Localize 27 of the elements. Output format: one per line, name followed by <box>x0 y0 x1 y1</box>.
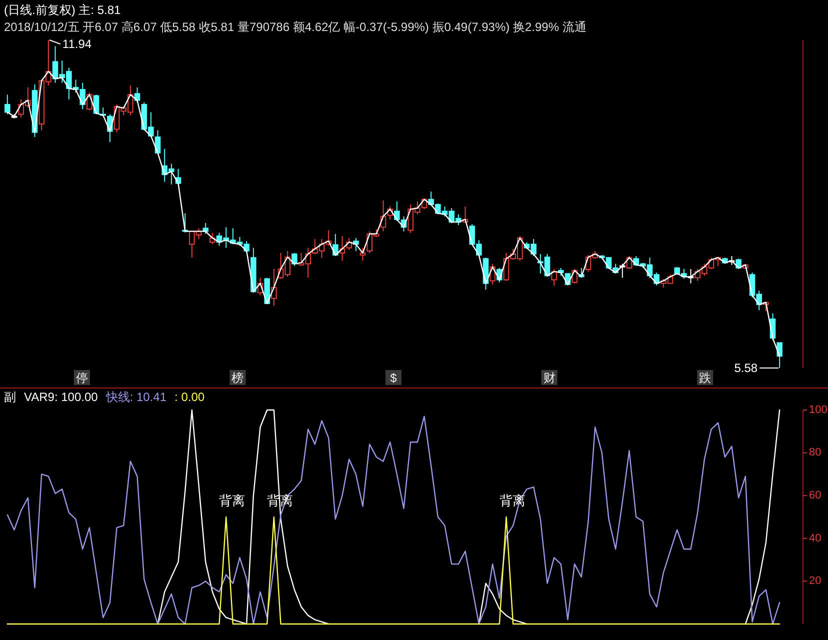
line-series <box>6 416 780 625</box>
text: : 0.00 <box>174 390 205 404</box>
candlestick <box>202 222 208 234</box>
text: 11.94 <box>62 37 92 51</box>
text: VAR9: 100.00 <box>24 390 98 404</box>
text: 5.58 <box>734 361 758 375</box>
chart-title: 副 <box>4 390 16 404</box>
y-tick-label: 20 <box>809 575 822 588</box>
candlestick <box>551 268 557 286</box>
text: 跌 <box>699 371 712 385</box>
candlestick <box>360 247 366 262</box>
text: 快线: 10.41 <box>104 390 167 404</box>
candlestick <box>4 94 10 115</box>
y-tick-label: 100 <box>809 404 828 416</box>
data-label: 背离 <box>219 493 246 508</box>
candlestick <box>271 268 277 306</box>
y-tick-label: 80 <box>809 446 822 459</box>
y-tick-label: 40 <box>809 532 822 544</box>
text: 榜 <box>232 371 244 385</box>
text: $ <box>390 371 398 385</box>
text: 停 <box>76 371 88 385</box>
candlestick <box>292 252 298 266</box>
chart-subtitle: 2018/10/12/五 开6.07 高6.07 低5.58 收5.81 量790786 额4.62亿 幅-0.37(-5.99%) 振0.49(7.93%) 换2.99% 流通 <box>4 20 586 34</box>
chart-title: (日线.前复权) 主: 5.81 <box>4 3 122 17</box>
candlestick <box>776 342 782 368</box>
text: 财 <box>543 371 556 385</box>
y-tick-label: 60 <box>809 490 822 502</box>
